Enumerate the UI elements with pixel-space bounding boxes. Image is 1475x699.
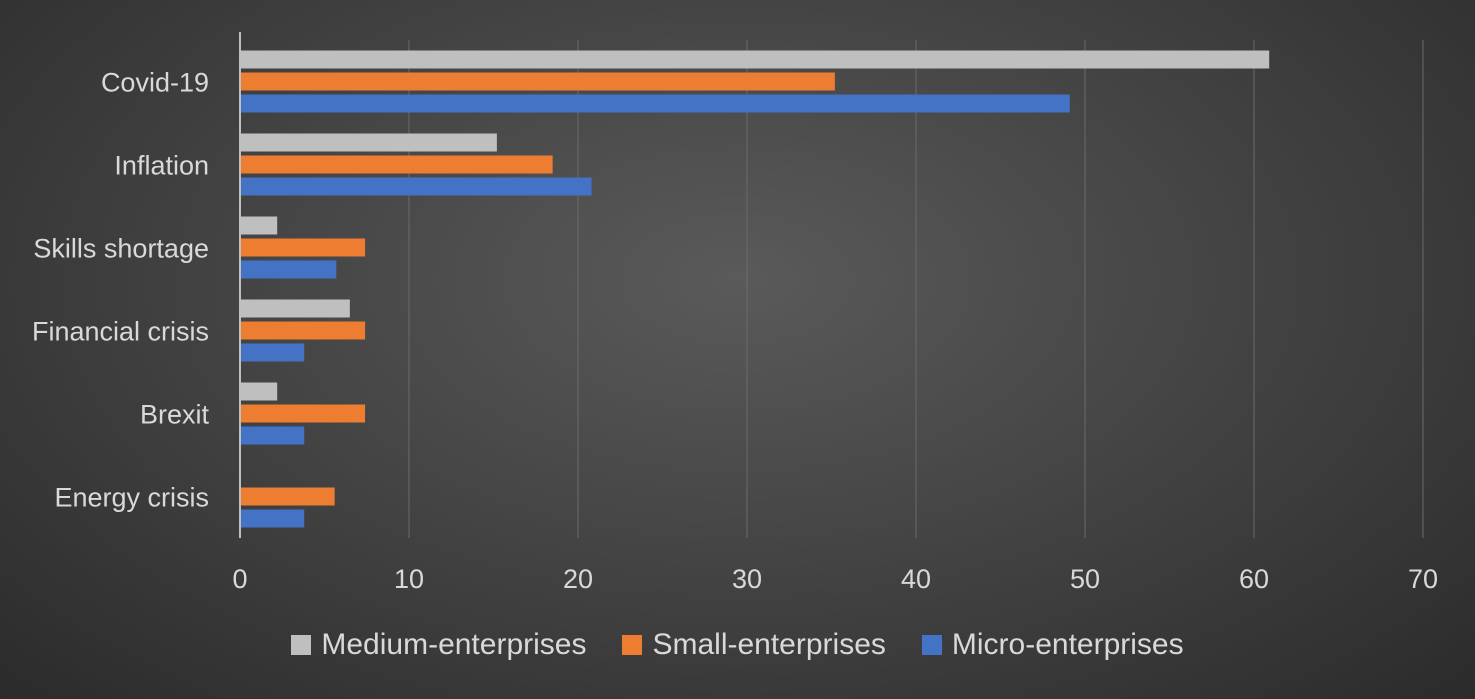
bar (240, 133, 497, 152)
x-tick-label: 10 (394, 564, 424, 594)
bar (240, 343, 305, 362)
y-category-label: Brexit (140, 400, 210, 430)
x-tick-label: 70 (1408, 564, 1438, 594)
legend-swatch (291, 635, 312, 655)
bar (240, 260, 337, 279)
bar (240, 155, 553, 174)
x-tick-label: 50 (1070, 564, 1100, 594)
legend-item: Micro-enterprises (921, 628, 1184, 662)
bar (240, 487, 335, 506)
bar (240, 382, 278, 401)
bar (240, 509, 305, 528)
bar (240, 177, 592, 196)
y-category-label: Energy crisis (54, 483, 209, 513)
legend-label: Medium-enterprises (321, 628, 587, 661)
bar (240, 94, 1070, 113)
bar (240, 404, 366, 423)
y-category-label: Inflation (114, 151, 209, 181)
bar (240, 72, 835, 91)
bar (240, 216, 278, 235)
bar (240, 426, 305, 445)
legend-item: Medium-enterprises (291, 628, 586, 662)
y-category-label: Covid-19 (101, 68, 209, 98)
x-tick-label: 20 (563, 564, 593, 594)
bar (240, 321, 366, 340)
x-tick-label: 40 (901, 564, 931, 594)
legend-swatch (921, 635, 942, 655)
legend-swatch (622, 635, 643, 655)
legend-item: Small-enterprises (622, 628, 886, 662)
chart-legend: Medium-enterprises Small-enterprises Micro… (0, 622, 1475, 668)
x-tick-label: 0 (232, 564, 247, 594)
bar (240, 299, 350, 318)
x-tick-label: 30 (732, 564, 762, 594)
y-category-label: Financial crisis (32, 317, 209, 347)
x-tick-label: 60 (1239, 564, 1269, 594)
legend-label: Small-enterprises (652, 628, 886, 661)
bar (240, 50, 1270, 69)
legend-label: Micro-enterprises (951, 628, 1184, 661)
bar (240, 238, 366, 257)
y-category-label: Skills shortage (33, 234, 209, 264)
